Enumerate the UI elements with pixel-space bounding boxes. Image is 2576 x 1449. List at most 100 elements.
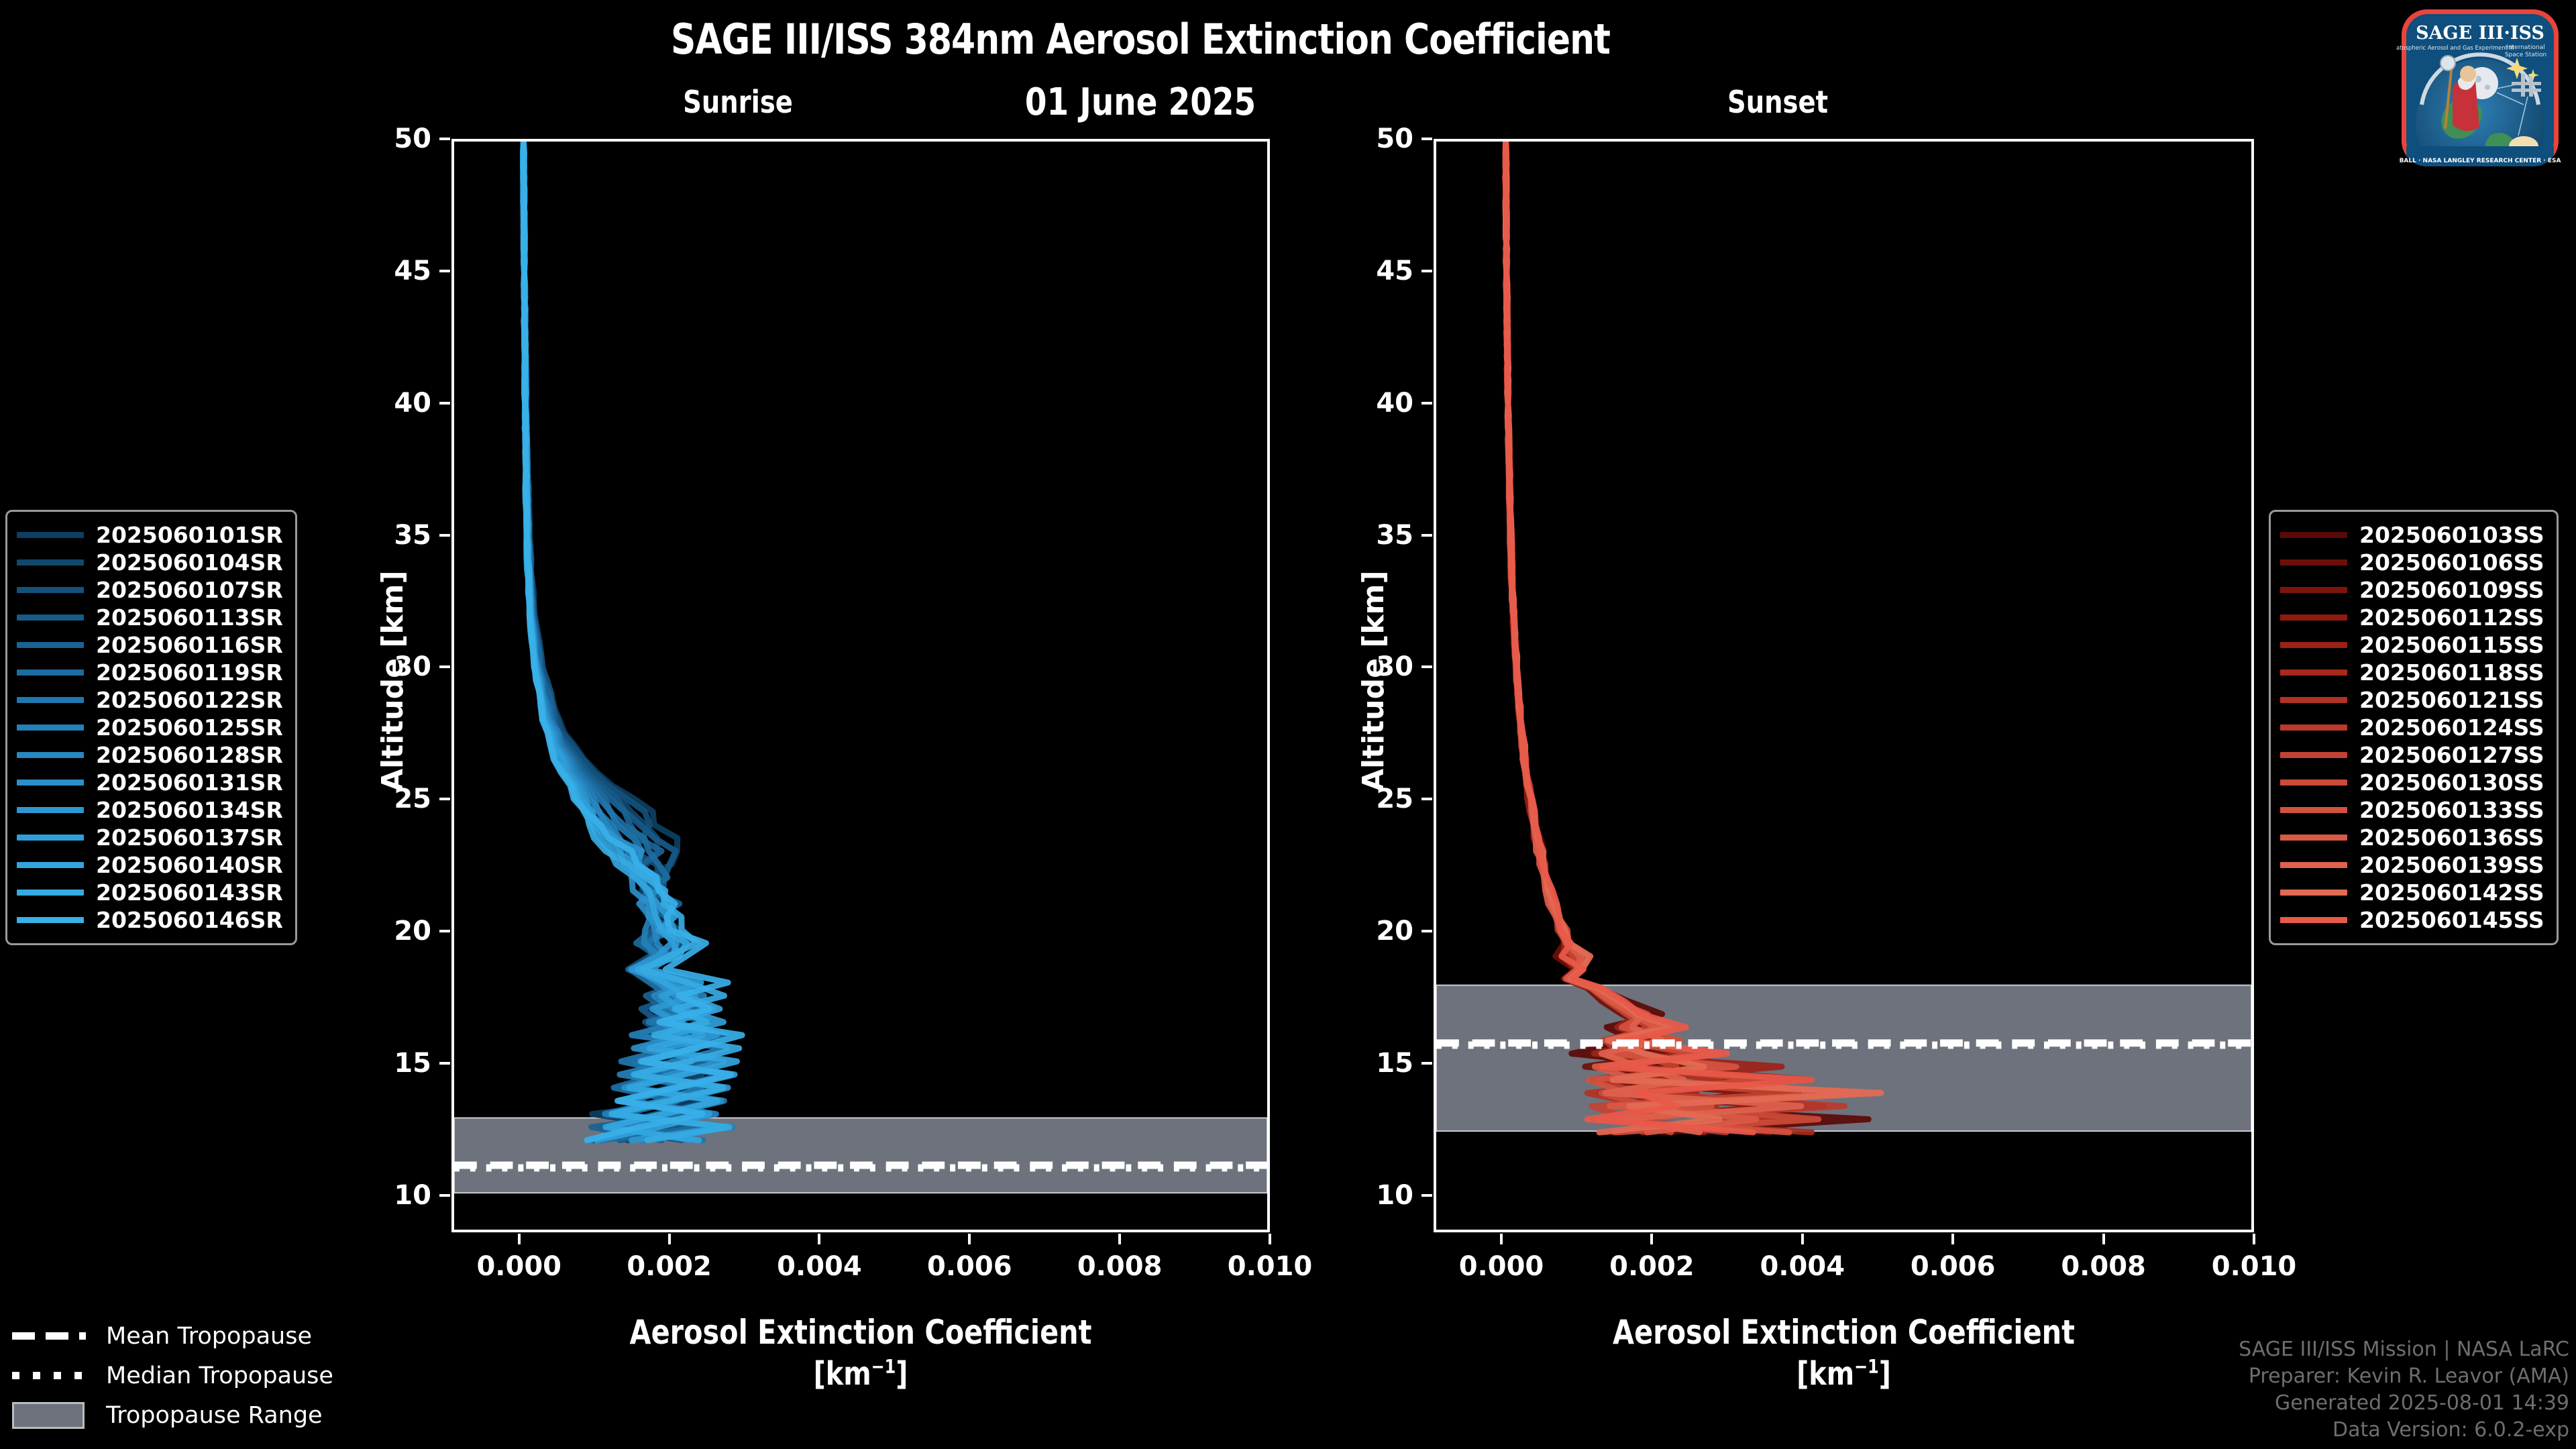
y-tick-mark: [439, 269, 450, 272]
x-tick-mark: [968, 1234, 971, 1244]
logo-partners: BALL · NASA LANGLEY RESEARCH CENTER · ES…: [2400, 158, 2561, 164]
x-tick-mark: [2102, 1234, 2105, 1244]
legend-color-swatch: [2280, 697, 2347, 703]
legend-color-swatch: [17, 642, 84, 648]
legend-series-label: 2025060145SS: [2359, 907, 2544, 933]
x-tick-mark: [1269, 1234, 1271, 1244]
legend-item-2025060134sr[interactable]: 2025060134SR: [17, 796, 283, 824]
series-line: [1502, 142, 1822, 1136]
y-tick-label: 25: [1376, 784, 1413, 815]
series-line: [1502, 142, 1782, 1136]
median-tropopause-label: Median Tropopause: [106, 1362, 333, 1389]
legend-item-2025060115ss[interactable]: 2025060115SS: [2280, 631, 2544, 659]
series-line: [1502, 142, 1827, 1136]
legend-item-2025060127ss[interactable]: 2025060127SS: [2280, 741, 2544, 769]
x-tick-mark: [667, 1234, 671, 1244]
legend-item-2025060137sr[interactable]: 2025060137SR: [17, 824, 283, 851]
y-tick-mark: [439, 1193, 450, 1197]
y-tick-label: 25: [394, 784, 431, 815]
footer-line-version: Data Version: 6.0.2-exp: [2332, 1418, 2569, 1442]
legend-item-2025060124ss[interactable]: 2025060124SS: [2280, 714, 2544, 741]
legend-series-label: 2025060104SR: [96, 549, 283, 576]
legend-item-2025060136ss[interactable]: 2025060136SS: [2280, 824, 2544, 851]
legend-item-2025060116sr[interactable]: 2025060116SR: [17, 631, 283, 659]
series-line: [1502, 142, 1815, 1136]
legend-series-label: 2025060131SR: [96, 769, 283, 796]
legend-color-swatch: [2280, 614, 2347, 621]
legend-item-2025060104sr[interactable]: 2025060104SR: [17, 549, 283, 576]
legend-item-2025060103ss[interactable]: 2025060103SS: [2280, 521, 2544, 549]
x-tick-label: 0.004: [1760, 1251, 1845, 1282]
logo-title-text: SAGE III·ISS: [2416, 23, 2544, 44]
y-tick-label: 30: [394, 651, 431, 683]
tropopause-range-band: [1436, 984, 2251, 1132]
legend-item-2025060119sr[interactable]: 2025060119SR: [17, 659, 283, 686]
legend-item-2025060143sr[interactable]: 2025060143SR: [17, 879, 283, 906]
y-tick-label: 15: [394, 1048, 431, 1079]
footer-line-generated: Generated 2025-08-01 14:39: [2274, 1391, 2569, 1415]
legend-item-2025060142ss[interactable]: 2025060142SS: [2280, 879, 2544, 906]
legend-series-label: 2025060112SS: [2359, 604, 2544, 631]
tropopause-legend: Mean Tropopause Median Tropopause Tropop…: [12, 1316, 333, 1435]
legend-series-label: 2025060139SS: [2359, 852, 2544, 878]
legend-item-2025060121ss[interactable]: 2025060121SS: [2280, 686, 2544, 714]
series-line: [1502, 142, 1884, 1136]
legend-color-swatch: [17, 587, 84, 593]
series-line: [1502, 142, 1814, 1136]
legend-item-2025060130ss[interactable]: 2025060130SS: [2280, 769, 2544, 796]
legend-item-2025060106ss[interactable]: 2025060106SS: [2280, 549, 2544, 576]
sunrise-series-legend[interactable]: 2025060101SR 2025060104SR 2025060107SR 2025…: [5, 510, 297, 945]
sunset-xaxis-unit: [km−1]: [1796, 1354, 1891, 1393]
sunrise-panel-title: Sunrise: [683, 84, 793, 120]
series-line: [1502, 142, 1785, 1136]
legend-color-swatch: [2280, 559, 2347, 566]
legend-series-label: 2025060118SS: [2359, 659, 2544, 686]
x-tick-label: 0.002: [627, 1251, 712, 1282]
y-tick-label: 45: [394, 255, 431, 286]
legend-color-swatch: [17, 780, 84, 786]
legend-item-2025060125sr[interactable]: 2025060125SR: [17, 714, 283, 741]
legend-color-swatch: [17, 532, 84, 538]
y-tick-mark: [1421, 269, 1432, 272]
legend-item-2025060131sr[interactable]: 2025060131SR: [17, 769, 283, 796]
legend-series-label: 2025060101SR: [96, 522, 283, 548]
series-line: [1502, 142, 1792, 1136]
legend-item-2025060107sr[interactable]: 2025060107SR: [17, 576, 283, 604]
legend-item-2025060139ss[interactable]: 2025060139SS: [2280, 851, 2544, 879]
sunset-xaxis-label: Aerosol Extinction Coefficient [km−1]: [1466, 1311, 2221, 1394]
legend-item-2025060101sr[interactable]: 2025060101SR: [17, 521, 283, 549]
legend-item-2025060145ss[interactable]: 2025060145SS: [2280, 906, 2544, 934]
legend-series-label: 2025060128SR: [96, 742, 283, 768]
y-tick-mark: [1421, 1062, 1432, 1065]
y-tick-mark: [1421, 665, 1432, 669]
legend-item-2025060118ss[interactable]: 2025060118SS: [2280, 659, 2544, 686]
y-tick-label: 10: [1376, 1179, 1413, 1211]
legend-item-2025060133ss[interactable]: 2025060133SS: [2280, 796, 2544, 824]
legend-item-mean-tropopause: Mean Tropopause: [12, 1316, 333, 1356]
y-tick-mark: [439, 533, 450, 537]
legend-color-swatch: [17, 917, 84, 923]
legend-item-2025060109ss[interactable]: 2025060109SS: [2280, 576, 2544, 604]
sunset-series-legend[interactable]: 2025060103SS 2025060106SS 2025060109SS 2025…: [2269, 510, 2559, 945]
series-line: [1502, 142, 1807, 1136]
legend-color-swatch: [2280, 807, 2347, 813]
legend-item-2025060140sr[interactable]: 2025060140SR: [17, 851, 283, 879]
legend-color-swatch: [2280, 752, 2347, 758]
y-tick-label: 10: [394, 1179, 431, 1211]
legend-series-label: 2025060140SR: [96, 852, 283, 878]
legend-color-swatch: [17, 697, 84, 703]
legend-series-label: 2025060113SR: [96, 604, 283, 631]
legend-item-2025060128sr[interactable]: 2025060128SR: [17, 741, 283, 769]
sunrise-xaxis-unit: [km−1]: [813, 1354, 908, 1393]
x-tick-label: 0.010: [1227, 1251, 1313, 1282]
legend-item-2025060112ss[interactable]: 2025060112SS: [2280, 604, 2544, 631]
y-tick-label: 40: [1376, 387, 1413, 419]
legend-item-2025060146sr[interactable]: 2025060146SR: [17, 906, 283, 934]
legend-item-2025060122sr[interactable]: 2025060122SR: [17, 686, 283, 714]
legend-color-swatch: [2280, 724, 2347, 731]
y-tick-label: 30: [1376, 651, 1413, 683]
y-tick-label: 35: [394, 519, 431, 551]
legend-item-2025060113sr[interactable]: 2025060113SR: [17, 604, 283, 631]
legend-series-label: 2025060103SS: [2359, 522, 2544, 548]
y-tick-label: 20: [394, 916, 431, 947]
